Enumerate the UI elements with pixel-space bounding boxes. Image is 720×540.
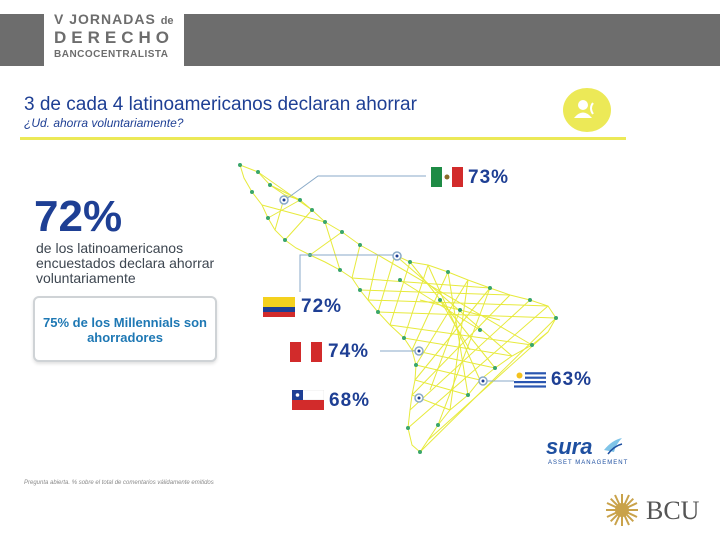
logo-line3: BANCOCENTRALISTA xyxy=(54,49,169,60)
sura-name: sura xyxy=(546,434,593,459)
millennials-callout: 75% de los Millennials son ahorradores xyxy=(33,296,217,362)
chile-flag-icon xyxy=(292,390,324,410)
logo-de: de xyxy=(160,15,174,27)
headline-percentage: 72% xyxy=(34,192,123,241)
peru-flag-icon xyxy=(290,342,322,362)
event-logo: V JORNADAS de DERECHO BANCOCENTRALISTA xyxy=(44,5,184,67)
logo-line1: V JORNADAS xyxy=(54,11,156,27)
sun-emblem-icon xyxy=(606,494,638,526)
slide-subtitle: ¿Ud. ahorra voluntariamente? xyxy=(24,116,184,130)
bcu-name: BCU xyxy=(646,496,700,525)
mexico-percentage: 73% xyxy=(468,167,510,188)
colombia-flag-icon xyxy=(263,297,295,317)
uruguay-percentage: 63% xyxy=(551,369,593,390)
sura-bird-icon xyxy=(604,438,623,455)
colombia-percentage: 72% xyxy=(301,296,343,317)
headline-description: de los latinoamericanos encuestados decl… xyxy=(36,240,215,286)
millennials-callout-text: 75% de los Millennials son ahorradores xyxy=(43,315,207,345)
chile-percentage: 68% xyxy=(329,390,371,411)
peru-percentage: 74% xyxy=(328,341,370,362)
logo-line2: DERECHO xyxy=(54,28,175,47)
mexico-flag-icon xyxy=(431,167,463,187)
slide-title: 3 de cada 4 latinoamericanos declaran ah… xyxy=(24,94,417,115)
uruguay-flag-icon xyxy=(514,370,546,390)
footnote: Pregunta abierta. % sobre el total de co… xyxy=(24,480,214,486)
users-icon xyxy=(563,88,611,132)
title-divider xyxy=(20,137,626,140)
bcu-logo: BCU xyxy=(604,492,708,528)
sura-logo: sura ASSET MANAGEMENT xyxy=(546,434,629,472)
sura-subtitle: ASSET MANAGEMENT xyxy=(548,460,629,466)
